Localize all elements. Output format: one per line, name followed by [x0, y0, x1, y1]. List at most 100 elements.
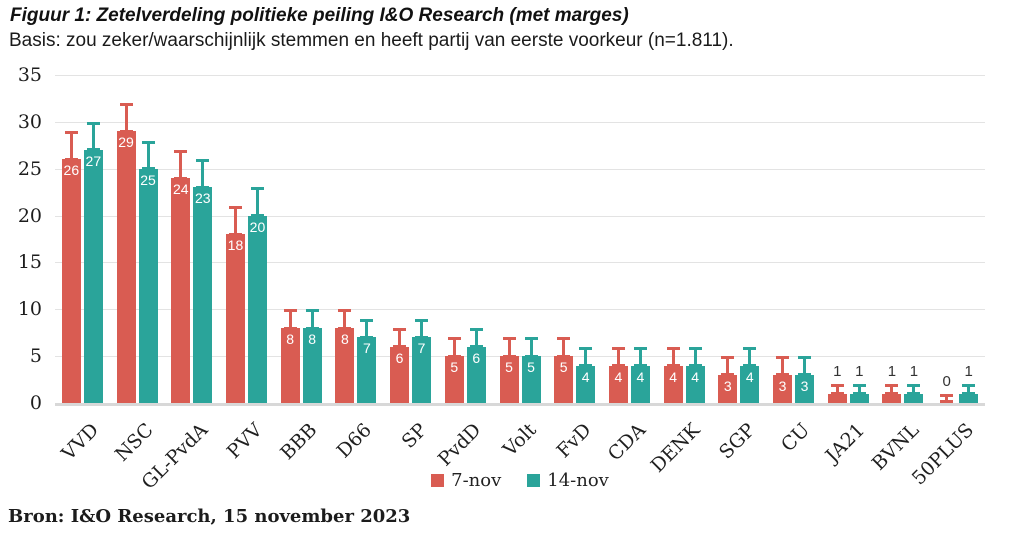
legend-swatch: [527, 474, 541, 487]
gridline: [55, 215, 985, 217]
y-tick-label: 15: [17, 251, 42, 274]
bar: [444, 356, 464, 403]
error-bar-stem: [912, 384, 916, 394]
bar: [576, 365, 596, 403]
x-tick-label: SP: [397, 419, 432, 453]
bar-group-vvd: 27: [83, 75, 103, 403]
error-bar-cap-top: [502, 337, 516, 341]
error-bar-stem: [343, 309, 347, 329]
bar-value-label: 5: [559, 359, 568, 376]
x-tick-label: JA21: [821, 419, 869, 467]
error-bar-cap-top: [688, 346, 702, 350]
bar: [335, 328, 355, 403]
bar-value-label: 0: [942, 372, 951, 390]
error-bar-stem: [857, 384, 861, 394]
legend-item: 14-nov: [527, 470, 609, 491]
error-bar-stem: [726, 356, 730, 375]
x-tick-label: NSC: [110, 419, 158, 466]
error-bar-cap-top: [338, 309, 352, 313]
error-bar-cap-top: [305, 309, 319, 313]
gridline: [55, 262, 985, 264]
bar-group-d66: 8: [335, 75, 355, 403]
bar: [773, 374, 793, 403]
error-bar-cap-base: [940, 400, 954, 403]
bar-value-label: 3: [723, 377, 732, 394]
bar-value-label: 18: [227, 237, 244, 254]
chart-subtitle: Basis: zou zeker/waarschijnlijk stemmen …: [9, 30, 734, 51]
bar-value-label: 1: [887, 363, 897, 381]
bar-group-sp: 7: [412, 75, 432, 403]
bar: [116, 131, 136, 403]
error-bar-stem: [507, 337, 511, 357]
bar-group-bbb: 8: [302, 75, 322, 403]
error-bar-cap-top: [633, 346, 647, 350]
bar-value-label: 6: [395, 349, 404, 366]
gridline: [55, 309, 985, 311]
bar-value-label: 5: [450, 359, 459, 376]
bar-value-label: 1: [855, 363, 864, 381]
source-note: Bron: I&O Research, 15 november 2023: [8, 506, 411, 527]
legend-label: 14-nov: [547, 470, 609, 491]
bar-group-nsc: 29: [116, 75, 136, 403]
bar-group-pvv: 20: [247, 75, 267, 403]
error-bar-cap-top: [611, 346, 625, 350]
bar-group-sgp: 4: [740, 75, 760, 403]
bar-value-label: 4: [614, 368, 623, 385]
error-bar-stem: [365, 318, 369, 338]
y-tick-label: 0: [29, 392, 42, 414]
error-bar-cap-top: [86, 121, 100, 125]
x-tick-label: CU: [776, 419, 815, 457]
error-bar-cap-top: [721, 356, 735, 360]
x-tick-label: VVD: [57, 419, 103, 465]
bar: [959, 393, 979, 403]
bar-value-label: 1: [833, 363, 842, 381]
bar-group-bvnl: 1: [882, 75, 902, 403]
error-bar-cap-top: [447, 337, 461, 341]
error-bar-cap-top: [393, 328, 407, 332]
error-bar-stem: [835, 384, 839, 394]
error-bar-stem: [420, 318, 424, 338]
error-bar-cap-top: [415, 318, 429, 322]
bar: [882, 393, 902, 403]
error-bar-stem: [69, 131, 73, 160]
bar-value-label: 20: [249, 218, 266, 235]
x-tick-label: DENK: [646, 419, 705, 477]
error-bar-cap-top: [119, 103, 133, 107]
bar-value-label: 4: [691, 368, 699, 385]
bar: [795, 374, 815, 403]
bar: [499, 356, 519, 403]
error-bar-cap-top: [196, 159, 210, 163]
bar-group-cu: 3: [795, 75, 815, 403]
bar: [83, 149, 103, 403]
y-tick-label: 30: [17, 110, 42, 133]
error-bar-cap-top: [907, 384, 921, 388]
bar-group-50plus: 1: [959, 75, 979, 403]
error-bar-stem: [945, 393, 949, 403]
gridline: [55, 356, 985, 358]
bar: [521, 356, 541, 403]
gridline: [55, 168, 985, 170]
x-tick-label: PVV: [223, 419, 268, 464]
gridline: [55, 121, 985, 123]
x-axis-line: [55, 403, 985, 406]
bar: [193, 187, 213, 403]
bar-group-denk: 4: [663, 75, 683, 403]
bar-value-label: 1: [909, 363, 919, 381]
error-bar-stem: [967, 384, 971, 394]
bar: [171, 178, 191, 403]
bar-group-gl-pvda: 24: [171, 75, 191, 403]
error-bar-cap-top: [64, 131, 78, 135]
error-bar-stem: [310, 309, 314, 329]
error-bar-stem: [124, 103, 128, 132]
x-axis-labels: VVD NSC GL-PvdA PVV BBB D66 SP PvdD Volt FvD CDA DE…: [55, 403, 985, 494]
x-tick-label: PvdD: [434, 419, 486, 471]
bar: [302, 328, 322, 403]
error-bar-stem: [638, 346, 642, 366]
plot-canvas: 26 27 29 25 24 23 18 20 8 8 8 7 6 7 5 6 5 5 5 4 4 4 4 4 3 4 3 3 1 1 1 1…: [55, 75, 985, 406]
bar: [849, 393, 869, 403]
bar-value-label: 5: [527, 359, 535, 376]
bar: [740, 365, 760, 403]
y-tick-label: 20: [17, 204, 42, 227]
bar: [390, 346, 410, 403]
legend-swatch: [431, 474, 445, 487]
